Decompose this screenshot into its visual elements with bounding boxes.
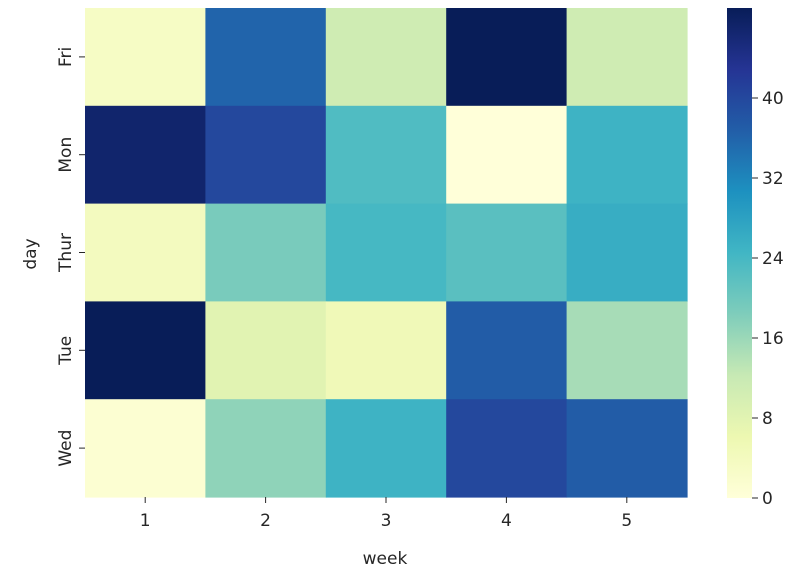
colorbar-gradient [727,8,752,498]
heatmap-cell-wed-week4 [446,399,568,498]
heatmap-cell-thur-week5 [566,203,688,302]
colorbar-tick-label: 0 [762,489,773,509]
heatmap-cell-tue-week4 [446,301,568,400]
heatmap-cell-mon-week3 [325,105,447,205]
y-tick-label: Mon [56,137,76,173]
heatmap-cell-mon-week1 [85,105,206,205]
heatmap-cells [85,8,688,498]
heatmap-cell-tue-week1 [85,301,206,400]
heatmap-cell-mon-week2 [205,105,327,205]
heatmap-cell-wed-week1 [85,399,206,498]
colorbar: 0 8 16 24 32 40 [727,8,784,509]
heatmap-cell-tue-week3 [325,301,447,400]
colorbar-ticks: 0 8 16 24 32 40 [752,89,784,509]
y-tick-label: Thur [56,233,76,273]
colorbar-tick-label: 24 [762,249,784,269]
x-tick-label: 5 [621,511,632,531]
heatmap-cell-fri-week2 [205,8,327,107]
heatmap-cell-thur-week3 [325,203,447,302]
x-tick-label: 4 [501,511,512,531]
heatmap-cell-thur-week4 [446,203,568,302]
x-tick-label: 3 [381,511,392,531]
heatmap-cell-mon-week5 [566,105,688,205]
heatmap-cell-thur-week1 [85,203,206,302]
heatmap-cell-fri-week1 [85,8,206,107]
heatmap-cell-thur-week2 [205,203,327,302]
heatmap-cell-tue-week2 [205,301,327,400]
colorbar-tick-label: 40 [762,89,784,109]
y-tick-label: Fri [56,47,76,67]
heatmap-cell-mon-week4 [446,105,568,205]
x-axis-label: week [363,549,408,569]
heatmap-cell-wed-week2 [205,399,327,498]
heatmap-cell-fri-week5 [566,8,688,107]
x-axis: 1 2 3 4 5 [140,497,632,531]
x-tick-label: 1 [140,511,151,531]
heatmap-cell-wed-week5 [566,399,688,498]
y-tick-label: Wed [56,430,76,467]
heatmap-cell-fri-week3 [325,8,447,107]
heatmap-cell-fri-week4 [446,8,568,107]
heatmap-cell-tue-week5 [566,301,688,400]
colorbar-tick-label: 8 [762,409,773,429]
colorbar-tick-label: 32 [762,169,784,189]
x-tick-label: 2 [260,511,271,531]
heatmap-cell-wed-week3 [325,399,447,498]
y-axis: Fri Mon Thur Tue Wed [56,47,85,467]
colorbar-tick-label: 16 [762,329,784,349]
y-axis-label: day [21,238,41,269]
y-tick-label: Tue [56,336,76,366]
